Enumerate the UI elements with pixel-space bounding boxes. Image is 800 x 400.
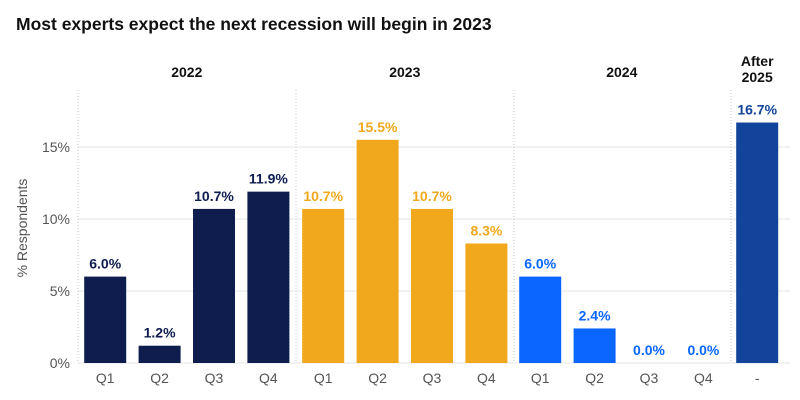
x-tick-label: Q4: [477, 370, 496, 386]
x-tick-label: Q3: [423, 370, 442, 386]
y-tick-label: 10%: [42, 211, 70, 227]
bar-2024-q1: [519, 276, 562, 363]
value-label: 8.3%: [470, 222, 502, 238]
x-tick-label: -: [755, 370, 760, 386]
value-label: 6.0%: [524, 256, 556, 272]
x-tick-label: Q4: [259, 370, 278, 386]
value-label: 11.9%: [249, 171, 288, 187]
x-tick-label: Q2: [368, 370, 387, 386]
y-axis-title: % Respondents: [14, 179, 30, 278]
value-label: 15.5%: [358, 119, 398, 135]
x-tick-label: Q4: [694, 370, 713, 386]
value-label: 0.0%: [633, 342, 665, 358]
bar-2023-q3: [411, 208, 453, 363]
y-tick-label: 5%: [50, 283, 70, 299]
bar-2022-q2: [138, 345, 181, 363]
x-tick-label: Q1: [314, 370, 333, 386]
bar-after-2025--: [736, 122, 779, 364]
value-label: 6.0%: [89, 256, 121, 272]
bar-2023-q4: [465, 243, 508, 363]
bar-2023-q1: [302, 208, 345, 363]
x-tick-label: Q2: [150, 370, 169, 386]
bar-2022-q4: [247, 191, 290, 363]
value-label: 10.7%: [412, 188, 452, 204]
bar-2022-q1: [84, 276, 127, 363]
y-tick-label: 0%: [50, 355, 70, 371]
group-label: After 2025: [741, 53, 774, 85]
x-tick-label: Q3: [640, 370, 659, 386]
value-label: 10.7%: [194, 188, 234, 204]
bar-2022-q3: [193, 208, 235, 363]
value-label: 1.2%: [144, 325, 176, 341]
value-label: 16.7%: [737, 102, 777, 118]
group-label: 2022: [171, 64, 202, 80]
group-label: 2024: [606, 64, 637, 80]
y-tick-label: 15%: [42, 139, 70, 155]
value-label: 0.0%: [687, 342, 719, 358]
x-tick-label: Q1: [96, 370, 115, 386]
value-label: 2.4%: [579, 307, 611, 323]
group-label: 2023: [389, 64, 420, 80]
x-tick-label: Q2: [585, 370, 604, 386]
bar-2024-q2: [573, 328, 616, 363]
chart-title: Most experts expect the next recession w…: [16, 14, 492, 34]
x-tick-label: Q3: [205, 370, 224, 386]
bar-2023-q2: [356, 139, 399, 363]
x-tick-label: Q1: [531, 370, 550, 386]
value-label: 10.7%: [303, 188, 343, 204]
